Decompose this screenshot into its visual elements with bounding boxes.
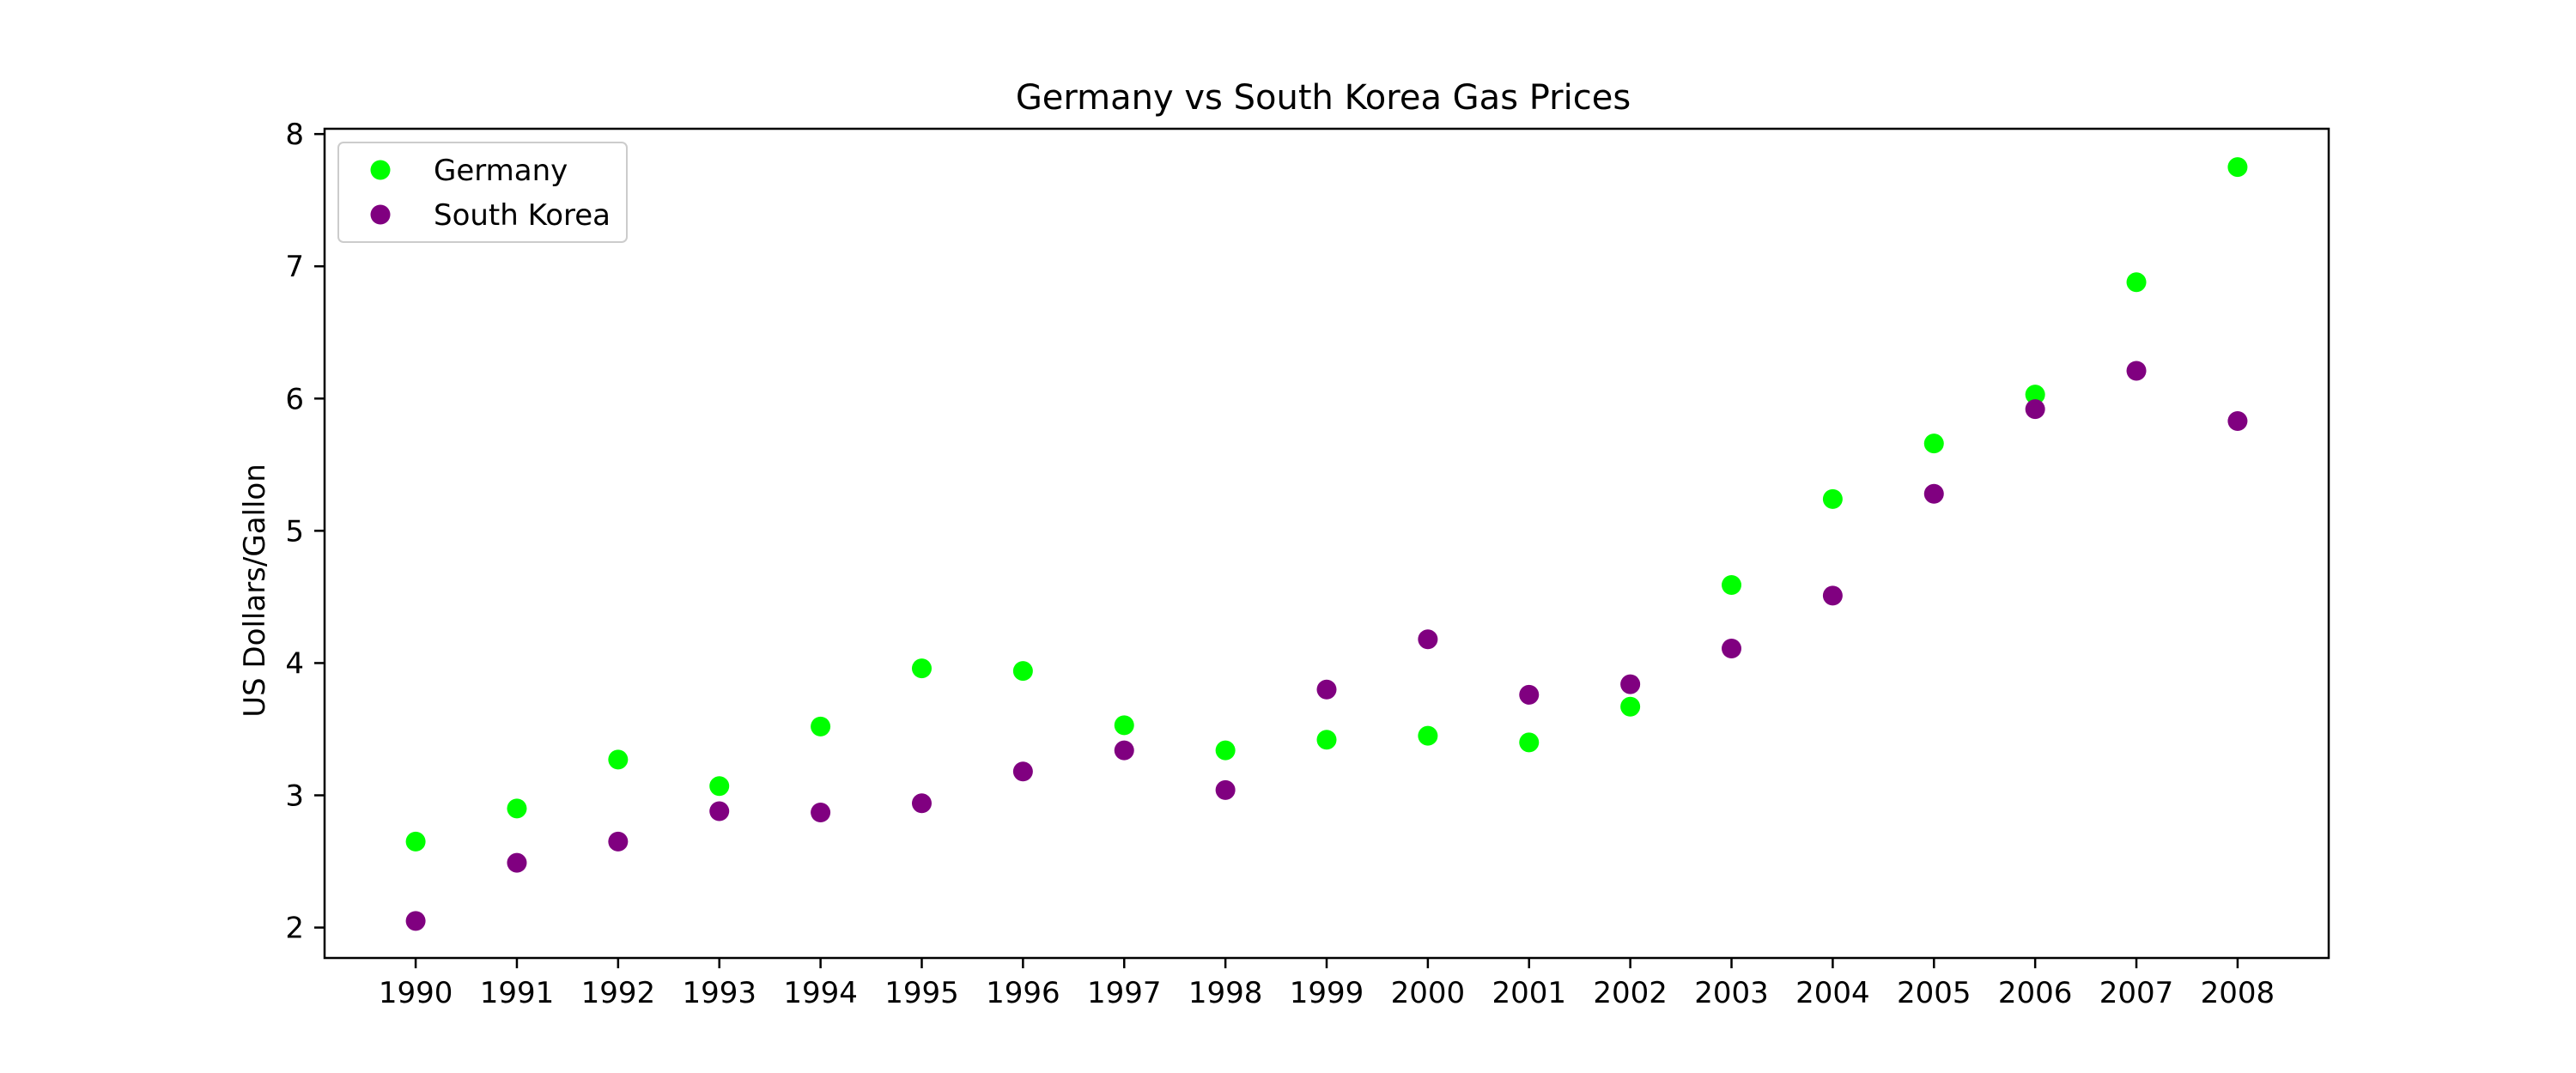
data-point-germany — [507, 798, 527, 819]
data-point-germany — [1316, 730, 1337, 750]
x-tick-label: 2003 — [1694, 976, 1769, 1010]
y-axis-label: US Dollars/Gallon — [238, 464, 272, 718]
y-tick-label: 3 — [285, 779, 304, 813]
data-point-germany — [1114, 715, 1134, 736]
data-point-south-korea — [1620, 674, 1641, 694]
y-tick-label: 2 — [285, 912, 304, 946]
x-tick-label: 1991 — [480, 976, 555, 1010]
data-point-germany — [1012, 661, 1033, 682]
x-tick-label: 1995 — [884, 976, 959, 1010]
y-tick-label: 5 — [285, 514, 304, 549]
y-axis-ticks: 2 3 4 5 6 7 8 — [285, 118, 325, 946]
data-point-germany — [1722, 575, 1742, 596]
data-point-south-korea — [1114, 740, 1134, 761]
data-point-germany — [1418, 725, 1438, 746]
y-tick-label: 4 — [285, 646, 304, 681]
legend-box — [337, 142, 628, 243]
data-point-germany — [1215, 740, 1236, 761]
data-point-south-korea — [2227, 410, 2248, 431]
y-tick-label: 8 — [285, 118, 304, 152]
data-point-germany — [709, 776, 730, 797]
data-point-germany — [811, 716, 831, 737]
legend-marker-south-korea — [370, 204, 391, 225]
x-tick-label: 2004 — [1795, 976, 1870, 1010]
data-point-germany — [2025, 385, 2045, 405]
x-tick-label: 1997 — [1087, 976, 1162, 1010]
data-point-south-korea — [1316, 679, 1337, 700]
chart-title: Germany vs South Korea Gas Prices — [1016, 78, 1631, 118]
y-tick-label: 6 — [285, 382, 304, 416]
legend-marker-germany — [370, 160, 391, 180]
data-point-germany — [2227, 157, 2248, 178]
x-tick-label: 1996 — [986, 976, 1060, 1010]
plot-frame — [323, 127, 2330, 960]
data-point-germany — [608, 749, 629, 770]
x-tick-label: 2006 — [1998, 976, 2073, 1010]
data-point-south-korea — [911, 793, 932, 814]
x-tick-label: 2007 — [2099, 976, 2174, 1010]
legend-label-south-korea: South Korea — [434, 198, 611, 233]
data-points — [405, 157, 2248, 931]
x-tick-label: 2008 — [2201, 976, 2275, 1010]
x-tick-label: 1998 — [1188, 976, 1263, 1010]
data-point-south-korea — [608, 831, 629, 852]
data-point-south-korea — [1012, 761, 1033, 782]
y-tick-label: 7 — [285, 250, 304, 284]
data-point-germany — [1822, 488, 1843, 509]
data-point-south-korea — [811, 803, 831, 823]
legend: Germany South Korea — [337, 142, 628, 243]
data-point-germany — [1620, 696, 1641, 717]
data-point-germany — [1923, 433, 1944, 454]
data-point-south-korea — [2126, 361, 2147, 381]
x-tick-label: 2005 — [1897, 976, 1971, 1010]
data-point-south-korea — [1418, 629, 1438, 650]
data-point-south-korea — [507, 852, 527, 873]
data-point-south-korea — [709, 801, 730, 821]
x-tick-label: 1993 — [682, 976, 756, 1010]
data-point-south-korea — [1822, 585, 1843, 606]
data-point-south-korea — [1215, 779, 1236, 800]
data-point-south-korea — [1519, 684, 1540, 705]
data-point-south-korea — [405, 911, 426, 931]
x-tick-label: 1999 — [1290, 976, 1364, 1010]
data-point-germany — [2126, 272, 2147, 293]
data-point-germany — [1519, 732, 1540, 753]
x-tick-label: 1990 — [379, 976, 453, 1010]
data-point-germany — [911, 658, 932, 679]
x-tick-label: 2001 — [1492, 976, 1566, 1010]
x-axis-ticks: 1990 1991 1992 1993 1994 1995 1996 1997 1998 1999… — [379, 958, 2275, 1010]
x-tick-label: 1992 — [581, 976, 656, 1010]
data-point-south-korea — [2025, 399, 2045, 420]
data-point-south-korea — [1722, 638, 1742, 658]
legend-label-germany: Germany — [434, 154, 568, 188]
x-tick-label: 1994 — [783, 976, 858, 1010]
data-point-south-korea — [1923, 483, 1944, 504]
x-tick-label: 2002 — [1593, 976, 1668, 1010]
x-tick-label: 2000 — [1391, 976, 1466, 1010]
data-point-germany — [405, 831, 426, 852]
